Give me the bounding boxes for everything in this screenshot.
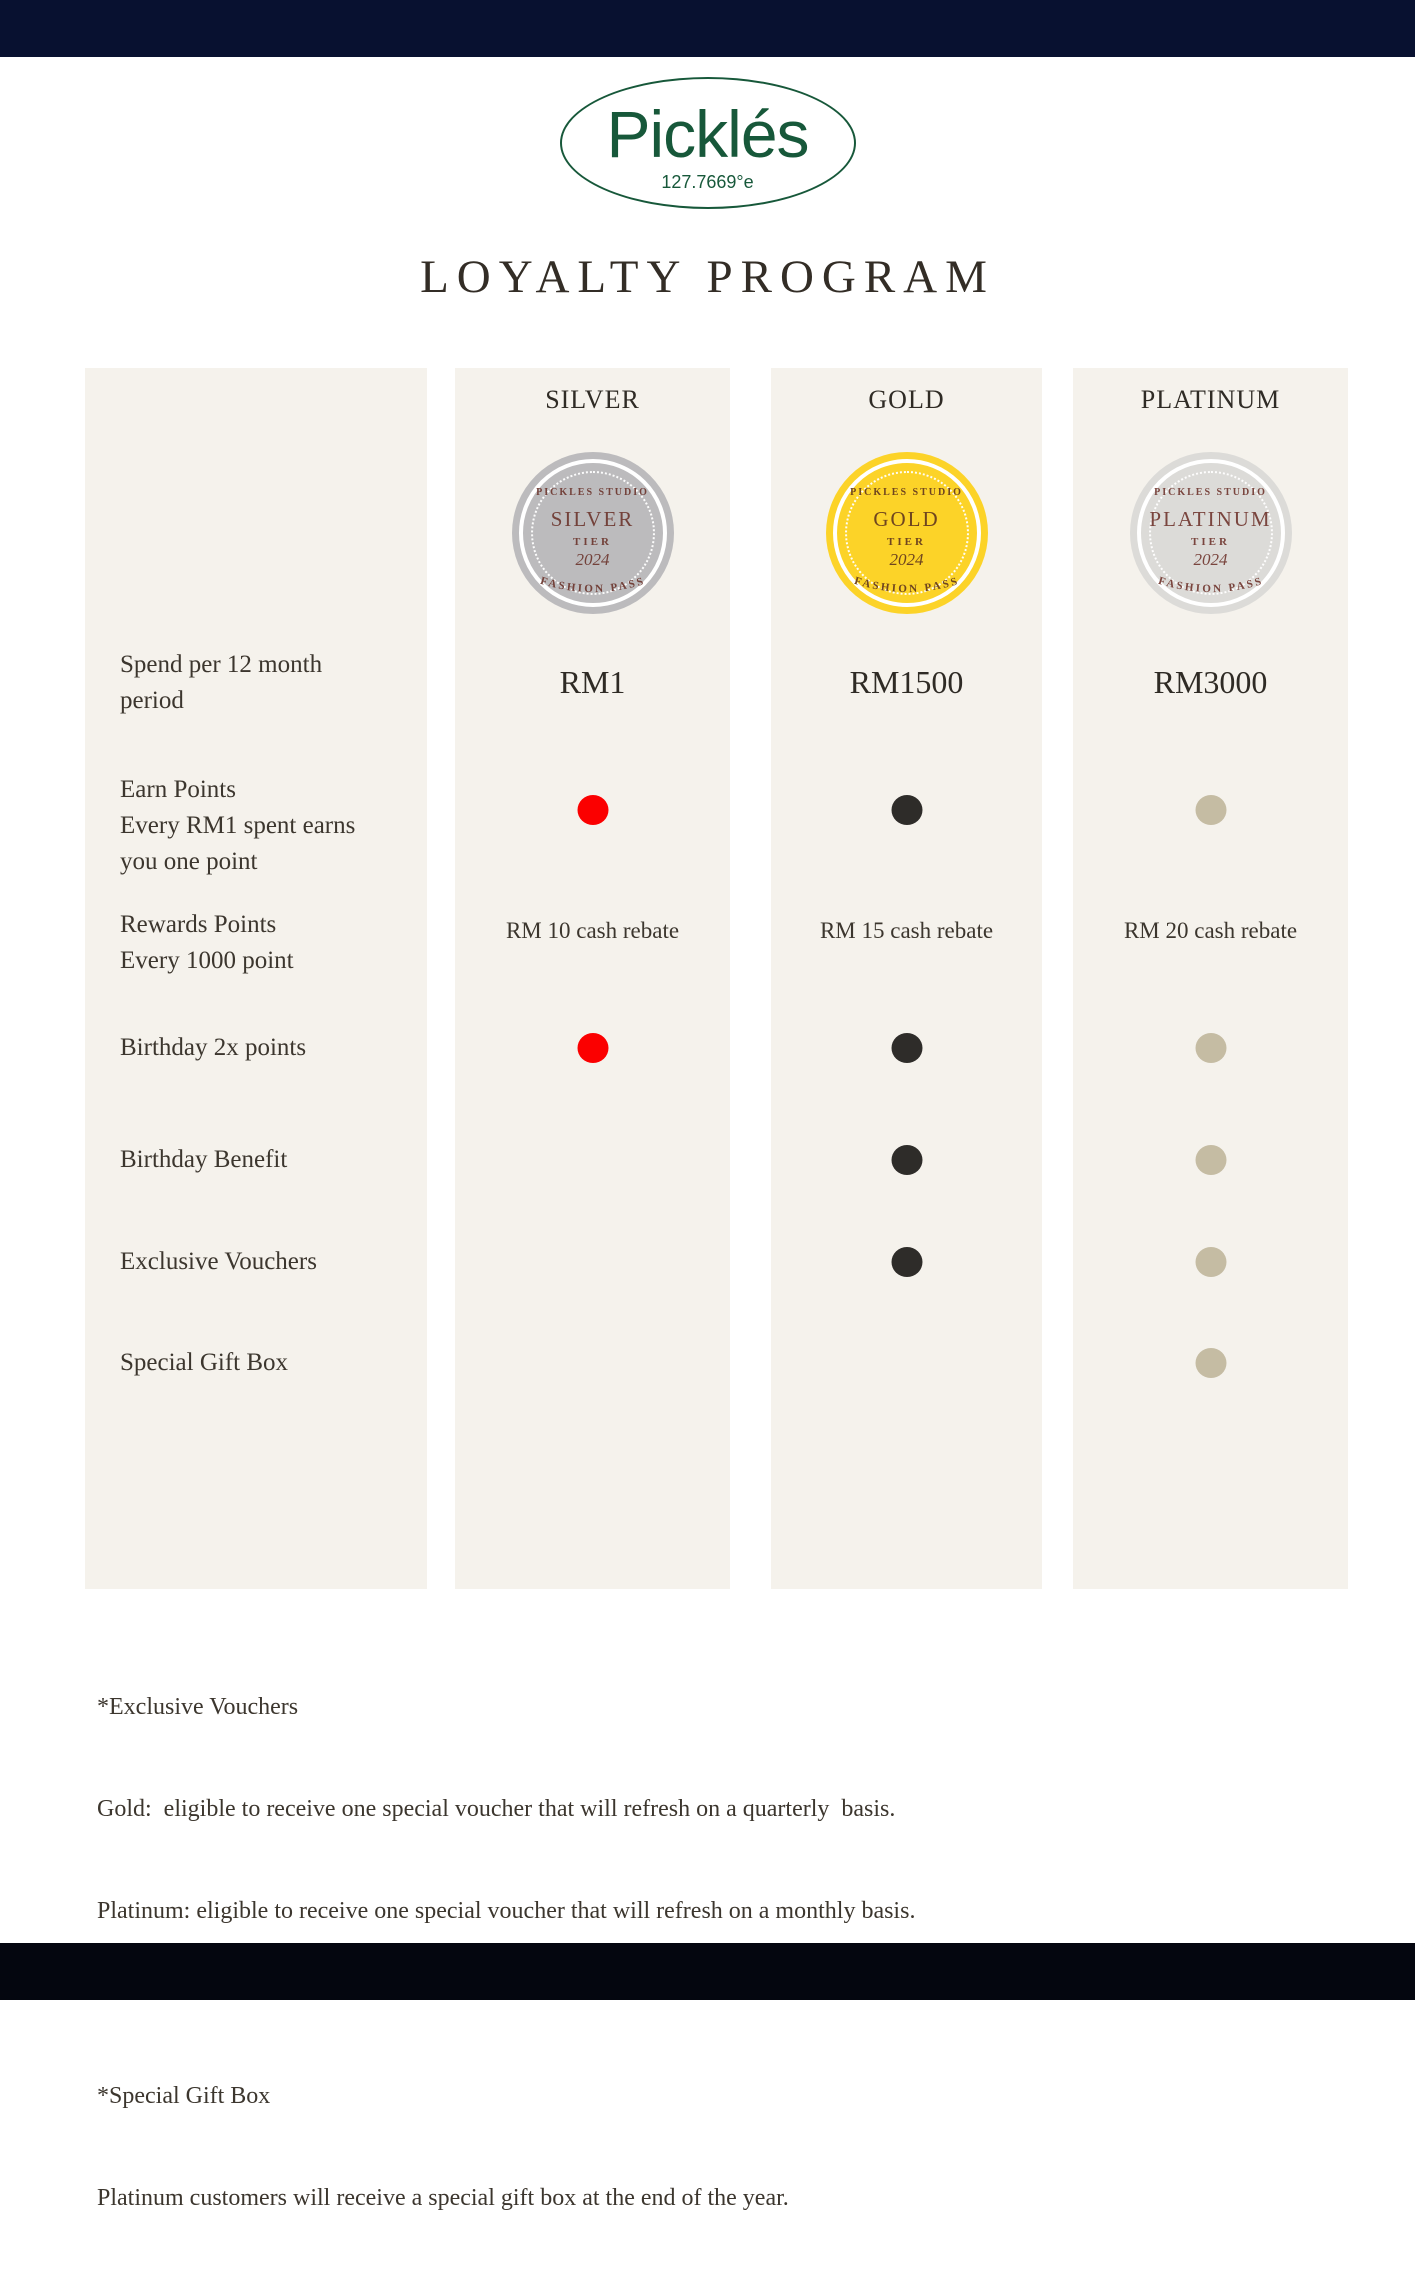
brand-coordinates: 127.7669°e [661, 172, 754, 192]
svg-text:FASHION PASS: FASHION PASS [538, 575, 646, 595]
birthday-benefit-dot-platinum [1195, 1145, 1226, 1175]
feature-labels-column: Spend per 12 month period Earn Points Ev… [85, 368, 427, 1589]
badge-fashion-pass-arc: FASHION PASS [1156, 575, 1264, 595]
badge-fashion-pass-text: FASHION PASS [538, 575, 644, 595]
footnote-heading: *Exclusive Vouchers [97, 1694, 299, 1720]
badge-studio-text: PICKLES STUDIO [536, 487, 649, 498]
badge-year: 2024 [575, 550, 610, 569]
page-title: LOYALTY PROGRAM [420, 251, 995, 303]
footnote-line: Platinum customers will receive a specia… [97, 2185, 789, 2211]
badge-year: 2024 [1193, 550, 1228, 569]
top-navy-bar [0, 0, 1415, 57]
badge-tier-word: TIER [887, 536, 926, 548]
tier-column-silver: SILVER PICKLES STUDIO SILVER TIER 2024 F… [455, 368, 730, 1589]
badge-year: 2024 [889, 550, 924, 569]
feature-label-birthday-2x: Birthday 2x points [120, 1034, 307, 1061]
loyalty-comparison-table: Spend per 12 month period Earn Points Ev… [85, 368, 1348, 1589]
earn-points-dot-silver [577, 795, 608, 825]
earn-points-dot-gold [891, 795, 922, 825]
birthday-benefit-dot-gold [891, 1145, 922, 1175]
tier-column-platinum: PLATINUM PICKLES STUDIO PLATINUM TIER 20… [1073, 368, 1348, 1589]
rebate-value-platinum: RM 20 cash rebate [1123, 918, 1298, 943]
badge-studio-text: PICKLES STUDIO [850, 487, 963, 498]
spend-value-platinum: RM3000 [1153, 664, 1268, 700]
rebate-value-gold: RM 15 cash rebate [819, 918, 994, 943]
badge-fashion-pass-text: FASHION PASS [852, 575, 958, 595]
footnote-line: Gold: eligible to receive one special vo… [97, 1796, 896, 1822]
feature-label-rewards-points: Rewards Points Every 1000 point [120, 911, 294, 974]
badge-fashion-pass-arc: FASHION PASS [538, 575, 646, 595]
badge-fashion-pass-text: FASHION PASS [1156, 575, 1262, 595]
earn-points-dot-platinum [1195, 795, 1226, 825]
brand-name: Picklés [606, 97, 809, 171]
badge-studio-text: PICKLES STUDIO [1154, 487, 1267, 498]
tier-badge-platinum: PICKLES STUDIO PLATINUM TIER 2024 FASHIO… [1129, 452, 1292, 614]
exclusive-vouchers-dot-platinum [1195, 1247, 1226, 1277]
feature-label-birthday-benefit: Birthday Benefit [120, 1146, 288, 1173]
badge-tier-word: TIER [1191, 536, 1230, 548]
badge-tier-name: GOLD [873, 507, 940, 531]
tier-header-platinum: PLATINUM [1140, 385, 1281, 414]
bottom-navy-bar [0, 1943, 1415, 2000]
footnote-special-gift-box: *Special Gift Box Platinum customers wil… [97, 2011, 1247, 2283]
svg-text:FASHION PASS: FASHION PASS [852, 575, 960, 595]
feature-label-exclusive-vouchers: Exclusive Vouchers [120, 1248, 317, 1275]
footnote-line: Platinum: eligible to receive one specia… [97, 1898, 916, 1924]
tier-badge-silver: PICKLES STUDIO SILVER TIER 2024 FASHION … [511, 452, 674, 614]
badge-tier-name: SILVER [550, 507, 635, 531]
birthday-2x-dot-silver [577, 1033, 608, 1063]
brand-logo-oval: Picklés 127.7669°e [559, 77, 856, 209]
feature-label-special-gift-box: Special Gift Box [120, 1349, 289, 1376]
tier-header-gold: GOLD [868, 385, 945, 414]
tier-header-silver: SILVER [545, 385, 640, 414]
svg-text:FASHION PASS: FASHION PASS [1156, 575, 1264, 595]
footnote-heading: *Special Gift Box [97, 2083, 271, 2109]
spend-value-gold: RM1500 [849, 664, 964, 700]
rebate-value-silver: RM 10 cash rebate [505, 918, 680, 943]
feature-label-earn-points: Earn Points Every RM1 spent earns you on… [120, 776, 356, 875]
birthday-2x-dot-gold [891, 1033, 922, 1063]
tier-badge-gold: PICKLES STUDIO GOLD TIER 2024 FASHION PA… [825, 452, 988, 614]
exclusive-vouchers-dot-gold [891, 1247, 922, 1277]
birthday-2x-dot-platinum [1195, 1033, 1226, 1063]
footnote-exclusive-vouchers: *Exclusive Vouchers Gold: eligible to re… [97, 1622, 1247, 1996]
tier-column-gold: GOLD PICKLES STUDIO GOLD TIER 2024 FASHI… [771, 368, 1042, 1589]
special-gift-box-dot-platinum [1195, 1348, 1226, 1378]
badge-fashion-pass-arc: FASHION PASS [852, 575, 960, 595]
spend-value-silver: RM1 [559, 664, 626, 700]
badge-tier-word: TIER [573, 536, 612, 548]
feature-label-spend: Spend per 12 month period [120, 651, 323, 714]
badge-tier-name: PLATINUM [1149, 507, 1272, 531]
